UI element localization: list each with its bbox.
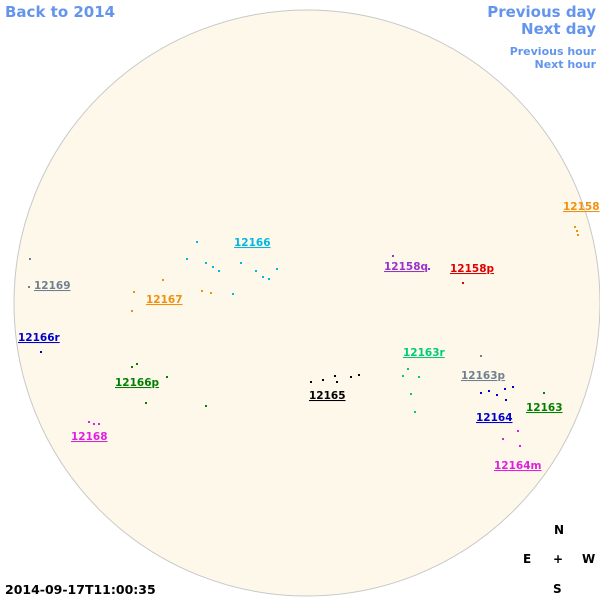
sunspot-dots: [28, 226, 579, 447]
region-label[interactable]: 12164m: [494, 460, 542, 472]
sunspot: [504, 388, 506, 390]
region-label[interactable]: 12167: [146, 294, 183, 306]
sunspot: [88, 421, 90, 423]
region-label[interactable]: 12158q: [384, 261, 428, 273]
sunspot: [480, 355, 482, 357]
region-label[interactable]: 12163: [526, 402, 563, 414]
sunspot: [414, 411, 416, 413]
sunspot: [98, 423, 100, 425]
sunspot: [205, 262, 207, 264]
sunspot: [131, 310, 133, 312]
sunspot: [29, 258, 31, 260]
sunspot: [502, 438, 504, 440]
region-label[interactable]: 12166: [234, 237, 271, 249]
region-labels: 12158 12166 12158q 12158p 12169 12167 12166r 12…: [18, 201, 600, 472]
sunspot: [186, 258, 188, 260]
sunspot: [205, 405, 207, 407]
sunspot: [262, 276, 264, 278]
sunspot: [410, 393, 412, 395]
sunspot: [201, 290, 203, 292]
sunspot: [512, 386, 514, 388]
region-label[interactable]: 12164: [476, 412, 513, 424]
sunspot: [358, 374, 360, 376]
sunspot: [402, 375, 404, 377]
sunspot: [350, 376, 352, 378]
sunspot: [505, 399, 507, 401]
region-label[interactable]: 12166p: [115, 377, 160, 389]
previous-hour-link[interactable]: Previous hour: [509, 45, 596, 58]
sunspot: [574, 226, 576, 228]
compass-north: N: [554, 523, 564, 537]
sunspot: [576, 230, 578, 232]
sunspot: [418, 376, 420, 378]
sunspot: [322, 379, 324, 381]
region-label[interactable]: 12169: [34, 280, 71, 292]
sunspot: [407, 368, 409, 370]
sunspot: [336, 381, 338, 383]
sunspot: [496, 394, 498, 396]
region-label[interactable]: 12166r: [18, 332, 61, 344]
sunspot: [136, 363, 138, 365]
next-hour-link[interactable]: Next hour: [534, 58, 597, 71]
sunspot: [543, 392, 545, 394]
next-day-link[interactable]: Next day: [521, 20, 596, 38]
sunspot: [28, 286, 30, 288]
sunspot: [133, 291, 135, 293]
previous-day-link[interactable]: Previous day: [487, 3, 596, 21]
sunspot: [480, 392, 482, 394]
sunspot: [255, 270, 257, 272]
sunspot: [162, 279, 164, 281]
sunspot: [334, 375, 336, 377]
sunspot: [232, 293, 234, 295]
sunspot: [240, 262, 242, 264]
sunspot: [488, 390, 490, 392]
sunspot: [93, 423, 95, 425]
sunspot: [276, 268, 278, 270]
sunspot: [392, 255, 394, 257]
sunspot: [462, 282, 464, 284]
sunspot: [40, 351, 42, 353]
sunspot: [145, 402, 147, 404]
region-label[interactable]: 12158: [563, 201, 600, 213]
compass-south: S: [553, 582, 562, 596]
region-label[interactable]: 12165: [309, 390, 346, 402]
sunspot: [310, 381, 312, 383]
sunspot: [218, 270, 220, 272]
compass-west: W: [582, 552, 595, 566]
compass-east: E: [523, 552, 531, 566]
back-link[interactable]: Back to 2014: [5, 3, 116, 21]
region-label[interactable]: 12168: [71, 431, 108, 443]
sunspot: [519, 445, 521, 447]
sunspot: [131, 366, 133, 368]
sunspot: [210, 292, 212, 294]
sunspot: [196, 241, 198, 243]
sunspot: [428, 268, 430, 270]
region-label[interactable]: 12163p: [461, 370, 506, 382]
solar-disk: [13, 9, 600, 597]
sunspot: [268, 278, 270, 280]
sunspot: [166, 376, 168, 378]
compass-center: +: [553, 552, 563, 566]
region-label[interactable]: 12163r: [403, 347, 446, 359]
region-label[interactable]: 12158p: [450, 263, 495, 275]
timestamp: 2014-09-17T11:00:35: [5, 582, 156, 597]
sunspot: [517, 430, 519, 432]
sunspot: [212, 266, 214, 268]
sunspot: [577, 234, 579, 236]
